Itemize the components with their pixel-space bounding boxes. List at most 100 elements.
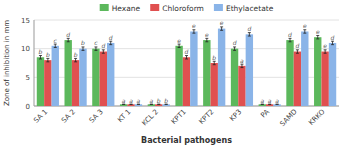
grid-line: [34, 20, 339, 21]
bar: [183, 57, 190, 106]
bar: [286, 40, 293, 106]
error-cap: [233, 50, 236, 51]
bar-letter: e: [177, 37, 181, 44]
error-cap: [157, 104, 160, 105]
bar-letter: c: [54, 37, 58, 44]
bar-letter: d: [109, 34, 113, 41]
bar: [72, 60, 79, 106]
error-bar: [261, 104, 264, 105]
bar: [273, 104, 280, 106]
error-cap: [296, 53, 299, 54]
x-tick-label: SA 2: [60, 108, 77, 125]
error-cap: [248, 36, 251, 37]
x-axis-title: Bacterial pathogens: [141, 136, 232, 145]
bar-letter: b: [46, 51, 50, 58]
error-cap: [324, 49, 327, 50]
bar-letter: a: [122, 97, 126, 104]
bar-letter: b: [157, 97, 161, 104]
error-bar: [81, 47, 84, 50]
y-tick-label: 0: [26, 103, 30, 111]
error-cap: [192, 29, 195, 30]
legend-swatch: [214, 4, 223, 11]
bar: [162, 104, 169, 106]
bar: [44, 60, 51, 106]
error-cap: [205, 38, 208, 39]
error-bar: [109, 41, 112, 44]
bar-letter: d: [288, 31, 292, 38]
error-cap: [261, 104, 264, 105]
error-bar: [289, 38, 292, 41]
error-cap: [220, 26, 223, 27]
bar: [155, 104, 162, 106]
bar-letter: b: [164, 97, 168, 104]
error-cap: [220, 30, 223, 31]
bar: [92, 49, 99, 106]
error-cap: [296, 49, 299, 50]
bar: [238, 66, 245, 106]
error-bar: [130, 104, 133, 105]
error-cap: [205, 41, 208, 42]
error-line: [249, 33, 250, 36]
bar-letter: a: [260, 97, 264, 104]
bar-letter: d: [185, 48, 189, 55]
error-cap: [130, 104, 133, 105]
error-bar: [102, 50, 105, 53]
bar-letter: e: [316, 28, 320, 35]
error-bar: [296, 50, 299, 53]
y-tick-label: 5: [26, 74, 30, 82]
bar-letter: a: [129, 97, 133, 104]
error-bar: [178, 44, 181, 47]
bar: [321, 52, 328, 106]
error-cap: [289, 41, 292, 42]
error-cap: [130, 104, 133, 105]
error-cap: [192, 33, 195, 34]
bar: [211, 63, 218, 106]
error-cap: [150, 104, 153, 105]
error-cap: [157, 104, 160, 105]
bar: [231, 49, 238, 106]
legend: HexaneChloroformEthylacetate: [100, 4, 274, 13]
error-cap: [276, 104, 279, 105]
bar-letter: d: [66, 31, 70, 38]
error-cap: [102, 53, 105, 54]
error-cap: [240, 64, 243, 65]
error-cap: [150, 104, 153, 105]
error-line: [179, 44, 180, 47]
plot-area: [37, 27, 336, 106]
error-cap: [39, 55, 42, 56]
error-bar: [233, 47, 236, 50]
x-tick-label: SAMD: [278, 108, 298, 128]
bar: [294, 52, 301, 106]
x-tick-label: KPT2: [198, 108, 216, 126]
error-cap: [67, 38, 70, 39]
x-tick-label: SA 3: [88, 108, 105, 125]
error-cap: [46, 58, 49, 59]
x-tick-label: PA: [259, 108, 271, 120]
legend-swatch: [150, 4, 159, 11]
error-cap: [213, 61, 216, 62]
error-bar: [213, 61, 216, 64]
x-tick-label: KT 1: [116, 108, 132, 124]
error-bar: [331, 41, 334, 44]
bar-letter: a: [275, 97, 279, 104]
error-cap: [331, 44, 334, 45]
bar: [52, 46, 59, 106]
error-cap: [289, 38, 292, 39]
error-cap: [74, 58, 77, 59]
bar-letter: e: [303, 22, 307, 29]
bar: [127, 104, 134, 106]
error-cap: [261, 104, 264, 105]
error-line: [325, 50, 326, 53]
error-line: [75, 58, 76, 61]
error-cap: [303, 29, 306, 30]
error-bar: [157, 104, 160, 105]
error-cap: [94, 46, 97, 47]
error-cap: [67, 41, 70, 42]
bar: [37, 57, 44, 106]
error-line: [47, 58, 48, 61]
error-cap: [185, 58, 188, 59]
error-line: [241, 64, 242, 67]
bar: [79, 49, 86, 106]
error-line: [193, 30, 194, 33]
error-bar: [220, 27, 223, 30]
